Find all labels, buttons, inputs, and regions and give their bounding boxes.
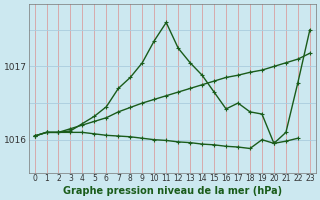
X-axis label: Graphe pression niveau de la mer (hPa): Graphe pression niveau de la mer (hPa) xyxy=(63,186,282,196)
